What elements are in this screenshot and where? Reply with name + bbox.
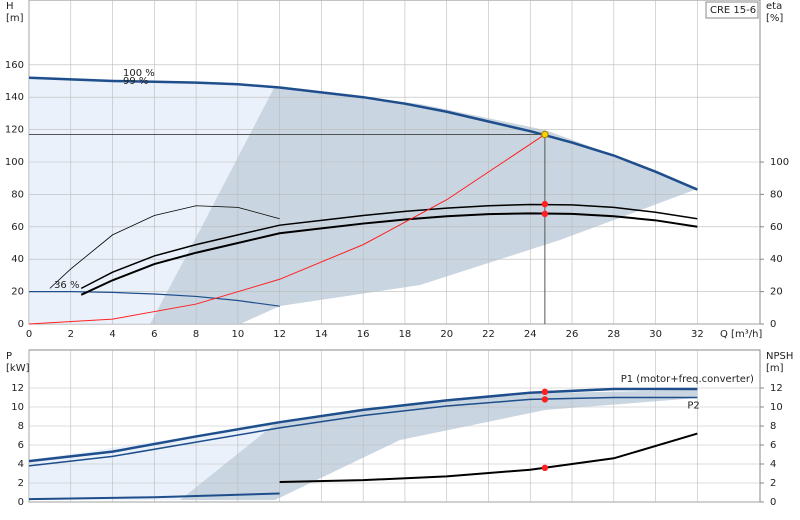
x-tick-label: 10 [231,329,244,340]
y2-tick-label: 0 [770,319,776,330]
legend-text: CRE 15-6 [710,5,756,16]
y-tick-label: 80 [11,189,24,200]
legend-box [705,1,759,19]
x-tick-label: 30 [649,329,662,340]
series-line [80,203,698,290]
y-axis-unit: [m] [6,13,24,24]
x-tick-label: 24 [524,329,537,340]
x-tick-label: 8 [193,329,199,340]
x-tick-label: 32 [691,329,704,340]
y-axis-label: P [6,351,12,362]
point [541,200,549,208]
shaded-area [29,76,275,324]
y-tick-label: 120 [5,125,24,136]
y-tick-label: 40 [11,254,24,265]
layer: 0 2 4 6 8 10 12 14 16 18 20 22 24 26 28 30 3202040608010… [5,0,793,508]
y2-tick-label: 8 [770,421,776,432]
y-tick-label: 60 [11,222,24,233]
y-tick-label: 8 [18,421,24,432]
y2-tick-label: 6 [770,440,776,451]
series-line [28,396,698,467]
shaded-area [29,424,275,500]
y2-tick-label: 12 [770,383,783,394]
y2-tick-label: 10 [770,402,783,413]
x-tick-label: 4 [109,329,115,340]
y-tick-label: 140 [5,92,24,103]
y-tick-label: 6 [18,440,24,451]
y-tick-label: 12 [11,383,24,394]
series-line [28,492,280,501]
annotation: 99 % [123,76,148,87]
y2-axis-label: eta [766,1,782,12]
series-line [279,432,698,484]
x-tick-label: 2 [68,329,74,340]
y2-tick-label: 2 [770,478,776,489]
series-line [29,291,280,307]
y2-tick-label: 100 [770,157,789,168]
y2-axis-unit: [m] [766,363,784,374]
y2-axis-label: NPSH [766,351,793,362]
y2-tick-label: 4 [770,459,776,470]
y2-tick-label: 60 [770,222,783,233]
x-tick-label: 18 [399,329,412,340]
x-tick-label: 12 [273,329,286,340]
x-axis-label: Q [m³/h] [720,329,762,340]
point [541,464,549,471]
x-tick-label: 28 [607,329,620,340]
series-line [28,134,546,325]
legend-label: P2 [687,401,699,412]
point [541,130,549,139]
series-line [28,387,698,463]
x-tick-label: 14 [315,329,328,340]
y2-tick-label: 80 [770,189,783,200]
x-tick-label: 16 [357,329,370,340]
y-tick-label: 160 [5,60,24,71]
y-axis-label: H [6,1,14,12]
shaded-area [180,390,697,500]
y2-tick-label: 40 [770,254,783,265]
x-tick-label: 0 [26,329,32,340]
y-tick-label: 0 [18,319,24,330]
series-line [49,205,280,289]
point [541,388,549,395]
series-line [28,76,698,191]
y-tick-label: 10 [11,402,24,413]
point [541,210,549,218]
y2-axis-unit: [%] [766,13,783,24]
y-axis-unit: [kW] [6,363,30,374]
shaded-area [150,86,697,324]
legend-label: P1 (motor+freq.converter) [621,374,754,385]
y-tick-label: 20 [11,287,24,298]
y-tick-label: 2 [18,478,24,489]
x-tick-label: 20 [440,329,453,340]
x-tick-label: 6 [151,329,157,340]
point [541,396,549,403]
series-line [80,212,698,296]
x-tick-label: 26 [566,329,579,340]
y2-tick-label: 0 [770,497,776,508]
y-tick-label: 4 [18,459,24,470]
y-tick-label: 0 [18,497,24,508]
y-tick-label: 100 [5,157,24,168]
annotation: 100 % [123,68,155,79]
annotation: 36 % [54,280,79,291]
y2-tick-label: 20 [770,287,783,298]
x-tick-label: 22 [482,329,495,340]
